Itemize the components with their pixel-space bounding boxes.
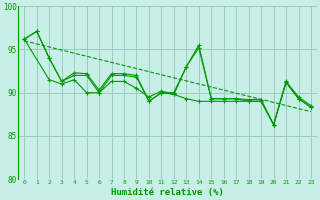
X-axis label: Humidité relative (%): Humidité relative (%) [111,188,224,197]
